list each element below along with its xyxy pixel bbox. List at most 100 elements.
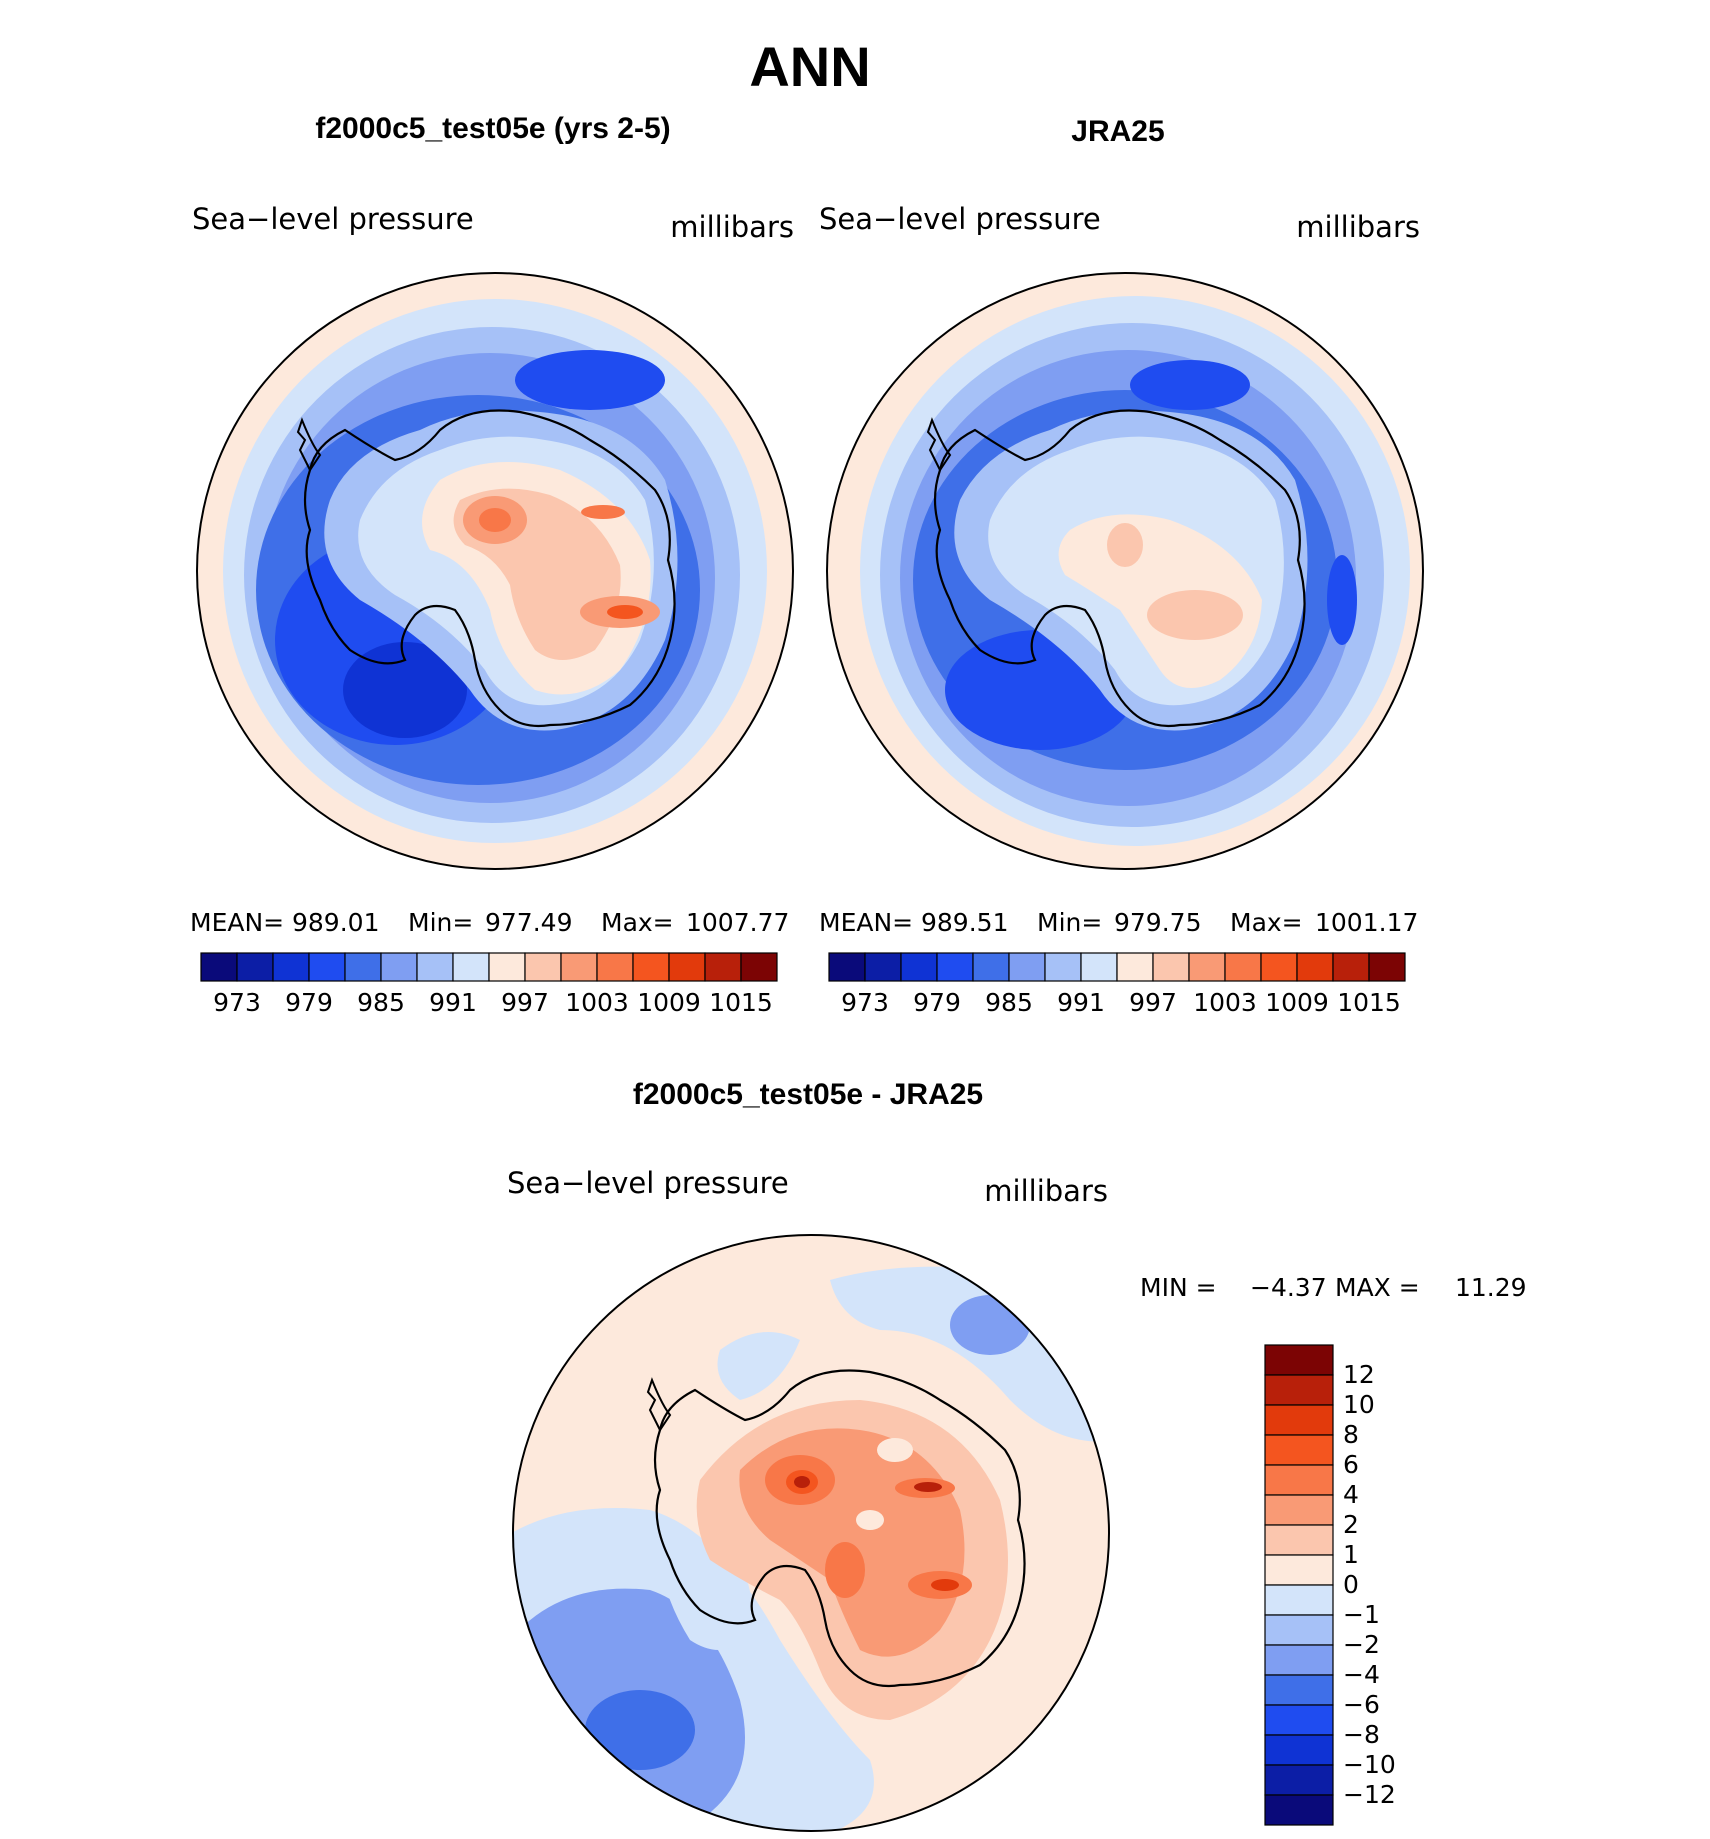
panel-obs-title: JRA25 <box>1071 115 1164 148</box>
map-obs-coastline <box>933 409 1306 728</box>
panel-model-colorbar-tick-label: 1009 <box>637 988 701 1017</box>
diff-variable: Sea−level pressure <box>507 1166 789 1200</box>
panel-obs-colorbar-tick-label: 1009 <box>1265 988 1329 1017</box>
panel-obs-colorbar-tick-label: 1003 <box>1193 988 1257 1017</box>
diff-colorbar-swatch <box>1264 1434 1334 1466</box>
diff-colorbar-label: −10 <box>1343 1750 1396 1779</box>
panel-obs-colorbar-tick-label: 985 <box>985 988 1033 1017</box>
panel-obs-colorbar-swatch <box>1368 952 1406 982</box>
diff-colorbar-swatch <box>1264 1524 1334 1556</box>
panel-model-colorbar-ticks: 973 979 985 991 997 1003 1009 1015 <box>213 988 773 1017</box>
diff-colorbar-swatch <box>1264 1734 1334 1766</box>
panel-obs-colorbar-swatch <box>864 952 902 982</box>
panel-model-colorbar <box>200 952 778 982</box>
panel-model-max-label: Max= <box>601 908 674 937</box>
map-diff-coastline <box>653 1369 1026 1688</box>
panel-model-colorbar-swatch <box>704 952 742 982</box>
diff-min-label: MIN = <box>1140 1273 1217 1302</box>
panel-obs-units: millibars <box>1296 210 1420 244</box>
map-model-low-band <box>515 350 665 410</box>
panel-model-colorbar-swatch <box>668 952 706 982</box>
diff-minmax: MIN = −4.37 MAX = 11.29 <box>1140 1273 1527 1302</box>
panel-model-colorbar-swatch <box>380 952 418 982</box>
map-diff-positive-core <box>931 1579 959 1591</box>
panel-obs-colorbar-tick-label: 979 <box>913 988 961 1017</box>
panel-model-colorbar-tick-label: 1015 <box>709 988 773 1017</box>
diff-map <box>513 1235 1109 1831</box>
panel-obs-colorbar-swatch <box>1260 952 1298 982</box>
map-diff-peninsula <box>646 1377 672 1432</box>
diff-colorbar-label: 8 <box>1343 1420 1359 1449</box>
panel-model-units: millibars <box>670 210 794 244</box>
panel-obs-mean-label: MEAN= <box>819 908 913 937</box>
map-obs-high-core <box>1107 523 1143 567</box>
panel-model-colorbar-swatch <box>452 952 490 982</box>
panel-obs-mean-value: 989.51 <box>921 908 1008 937</box>
diff-colorbar-swatch <box>1264 1614 1334 1646</box>
map-diff-negative-region <box>660 1553 752 1650</box>
diff-colorbar-label: −1 <box>1343 1600 1380 1629</box>
diff-colorbar-label: 2 <box>1343 1510 1359 1539</box>
panel-model-colorbar-tick-label: 979 <box>285 988 333 1017</box>
panel-obs-colorbar-tick-label: 991 <box>1057 988 1105 1017</box>
panel-obs-colorbar-swatch <box>1152 952 1190 982</box>
panel-model-colorbar-swatch <box>272 952 310 982</box>
panel-obs-stats: MEAN= 989.51 Min= 979.75 Max= 1001.17 <box>819 908 1418 937</box>
diff-max-value: 11.29 <box>1455 1273 1527 1302</box>
panel-obs-colorbar-swatch <box>1008 952 1046 982</box>
map-diff-pocket <box>856 1510 884 1530</box>
panel-model-colorbar-swatch <box>560 952 598 982</box>
panel-obs-max-label: Max= <box>1230 908 1303 937</box>
panel-obs-colorbar-swatch <box>1080 952 1118 982</box>
panel-obs-min-label: Min= <box>1037 908 1102 937</box>
map-model-high-core <box>479 508 511 532</box>
diff-colorbar-swatch <box>1264 1584 1334 1616</box>
panel-model-colorbar-swatch <box>236 952 274 982</box>
panel-model-colorbar-swatch <box>200 952 238 982</box>
panel-model-colorbar-tick-label: 985 <box>357 988 405 1017</box>
map-diff-negative-core <box>585 1690 695 1770</box>
panel-model-stats: MEAN= 989.01 Min= 977.49 Max= 1007.77 <box>190 908 789 937</box>
diff-colorbar-label: −2 <box>1343 1630 1380 1659</box>
panel-model-colorbar-swatch <box>416 952 454 982</box>
panel-obs-colorbar-swatch <box>1044 952 1082 982</box>
diff-colorbar-swatch <box>1264 1704 1334 1736</box>
map-obs-high-core <box>1147 590 1243 640</box>
diff-colorbar-label: −6 <box>1343 1690 1380 1719</box>
panel-obs-min-value: 979.75 <box>1114 908 1201 937</box>
panel-model-colorbar-tick-label: 997 <box>501 988 549 1017</box>
map-model-high-core <box>581 505 625 519</box>
map-obs-low-band <box>1130 360 1250 410</box>
map-diff-positive-core <box>914 1482 942 1492</box>
diff-colorbar-swatch <box>1264 1494 1334 1526</box>
panel-model-map-border <box>196 272 794 870</box>
panel-model-colorbar-swatch <box>344 952 382 982</box>
panel-obs-variable: Sea−level pressure <box>819 202 1101 236</box>
panel-obs-max-value: 1001.17 <box>1315 908 1418 937</box>
diff-colorbar-swatch <box>1264 1404 1334 1436</box>
panel-obs-colorbar-swatch <box>828 952 866 982</box>
diff-colorbar-label: −12 <box>1343 1780 1396 1809</box>
panel-obs-colorbar-ticks: 973 979 985 991 997 1003 1009 1015 <box>841 988 1401 1017</box>
map-diff-positive-core <box>794 1476 810 1488</box>
panel-model-mean-label: MEAN= <box>190 908 284 937</box>
map-diff-negative-region <box>717 1332 800 1400</box>
panel-obs-colorbar-swatch <box>972 952 1010 982</box>
diff-units: millibars <box>984 1174 1108 1208</box>
panel-model-colorbar-tick-label: 1003 <box>565 988 629 1017</box>
panel-obs-colorbar-swatch <box>1188 952 1226 982</box>
panel-obs-map <box>827 273 1423 869</box>
diff-max-label: MAX = <box>1335 1273 1420 1302</box>
diff-colorbar-label: −4 <box>1343 1660 1380 1689</box>
panel-model-map <box>197 273 793 869</box>
panel-model-colorbar-swatch <box>524 952 562 982</box>
panel-model-mean-value: 989.01 <box>292 908 379 937</box>
panel-obs-colorbar-tick-label: 1015 <box>1337 988 1401 1017</box>
panel-obs-colorbar-swatch <box>936 952 974 982</box>
map-diff-positive-core <box>825 1542 865 1598</box>
map-obs-low-band <box>1327 555 1357 645</box>
diff-colorbar-label: 1 <box>1343 1540 1359 1569</box>
panel-obs-colorbar-tick-label: 997 <box>1129 988 1177 1017</box>
panel-model-colorbar-swatch <box>596 952 634 982</box>
